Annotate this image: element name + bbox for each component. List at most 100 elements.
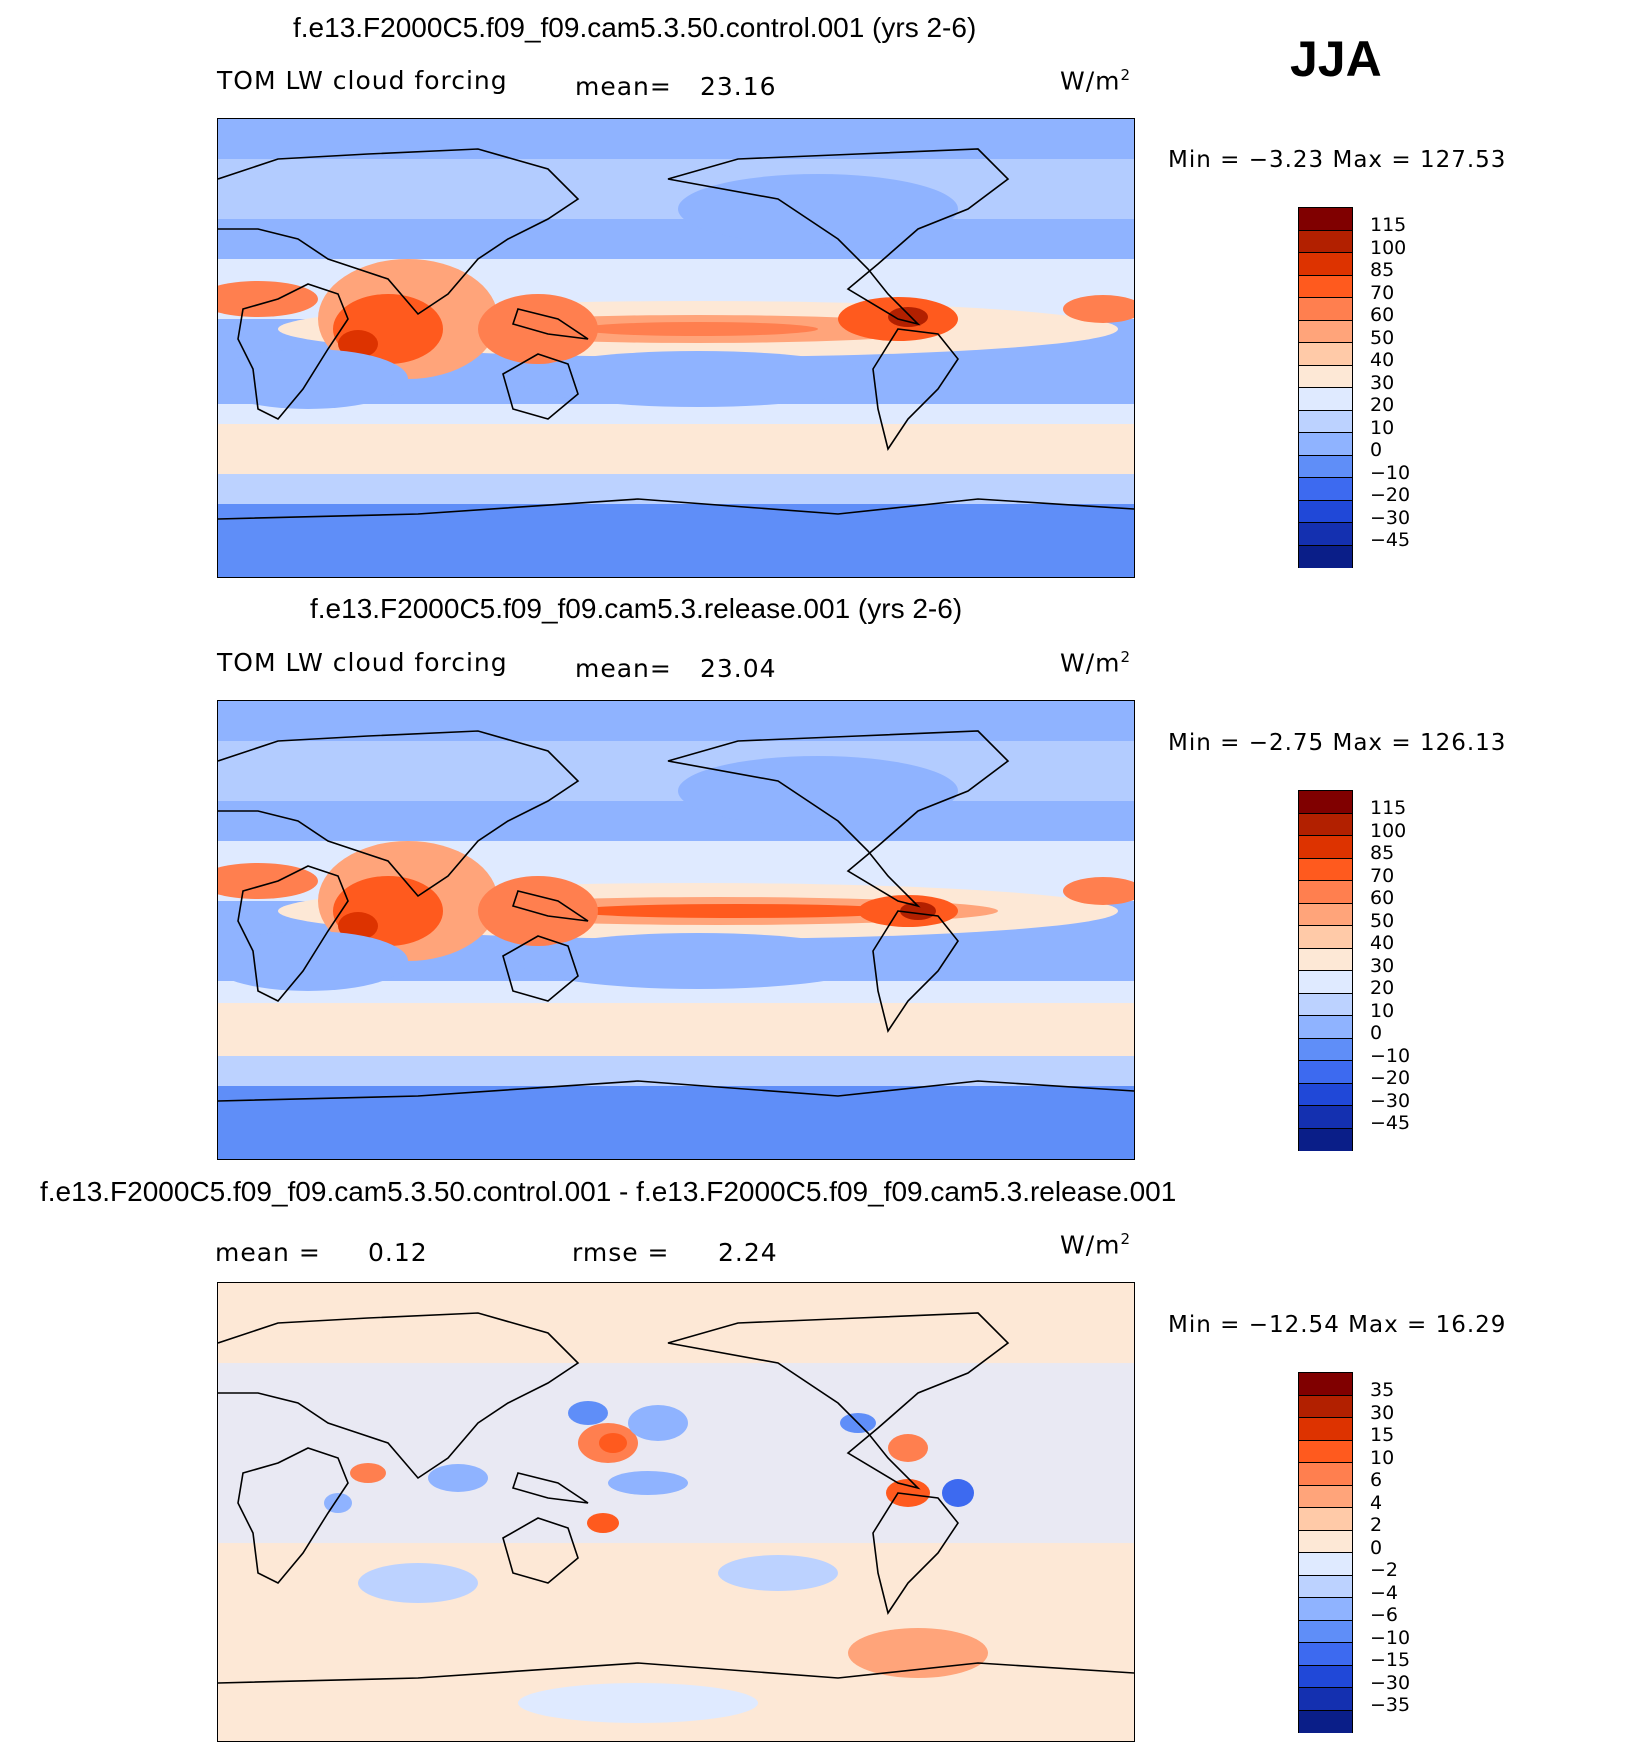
coast-indonesia [511, 308, 589, 340]
field-anomaly-pos-4 [886, 1479, 930, 1507]
colorbar-segment [1299, 365, 1352, 388]
colorbar-tick-label: −35 [1370, 1694, 1411, 1716]
panel-1-units-base: W/m [1060, 66, 1121, 96]
colorbar-tick-label: 4 [1370, 1491, 1383, 1514]
colorbar-tick-label: −45 [1370, 529, 1411, 551]
coastlines [218, 730, 1134, 1102]
colorbar-tick-label: 10 [1370, 999, 1395, 1022]
field-anomaly-pos-3 [888, 1434, 928, 1462]
coast-africa [237, 1447, 349, 1584]
colorbar-tick-label: 115 [1370, 214, 1407, 236]
coast-antarctica [218, 498, 1134, 520]
colorbar-tick-label: 0 [1370, 1022, 1383, 1044]
colorbar-tick-label: 6 [1370, 1469, 1383, 1491]
field-band-arctic [218, 119, 1134, 164]
colorbar-tick-label: 70 [1370, 864, 1395, 887]
field-anomaly-pos-2 [350, 1463, 386, 1483]
field-weak-negative-belt [218, 1363, 1134, 1543]
colorbar-tick-label: 30 [1370, 1401, 1395, 1424]
panel-2-map [217, 700, 1135, 1160]
panel-1-map [217, 118, 1135, 578]
coast-antarctica [218, 1662, 1134, 1684]
colorbar-segment [1299, 410, 1352, 433]
colorbar-tick-label: 40 [1370, 932, 1395, 954]
coast-eurasia [218, 730, 580, 898]
colorbar-tick-label: −10 [1370, 461, 1411, 484]
field-itcz-core [578, 322, 818, 336]
field-anomaly-neg-2 [568, 1401, 608, 1425]
colorbar-segment [1299, 320, 1352, 343]
colorbar-tick-label: −45 [1370, 1112, 1411, 1134]
colorbar-tick-label: −10 [1370, 1044, 1411, 1067]
panel-2-mean-label: mean= [575, 654, 672, 683]
colorbar-segment [1299, 1106, 1352, 1129]
colorbar-tick-label: 30 [1370, 371, 1395, 394]
colorbar-tick-label: −20 [1370, 1067, 1411, 1089]
colorbar-tick-label: −20 [1370, 484, 1411, 506]
panel-2-title: f.e13.F2000C5.f09_f09.cam5.3.release.001… [310, 593, 963, 624]
coast-eurasia [218, 148, 580, 316]
colorbar-tick-label: 60 [1370, 887, 1395, 909]
field-anomaly-neg-4 [942, 1479, 974, 1507]
panel-3-map [217, 1282, 1135, 1742]
colorbar-segment [1299, 1665, 1352, 1688]
panel-3-units-exp: 2 [1120, 1230, 1132, 1248]
field-south-indian [218, 349, 408, 409]
field-anomaly-neg-3 [608, 1471, 688, 1495]
coast-africa [237, 865, 349, 1002]
coast-north-america [667, 730, 1010, 908]
field-south-pacific [518, 351, 878, 407]
coast-indonesia [511, 1472, 589, 1504]
field-africa-itcz [218, 281, 318, 317]
coast-australia [502, 353, 579, 420]
field-maritime-continent [478, 876, 598, 946]
panel-3-mean-label: mean = [215, 1238, 321, 1267]
colorbar-segment [1299, 1038, 1352, 1061]
colorbar-tick-label: −10 [1370, 1626, 1411, 1649]
colorbar-tick-label: −2 [1370, 1559, 1399, 1581]
panel-2-units: W/m2 [1060, 648, 1131, 677]
colorbar-segment [1299, 1463, 1352, 1486]
colorbar-segment [1299, 1710, 1352, 1733]
panel-1-mean-value: 23.16 [700, 72, 777, 101]
coast-south-america [872, 910, 959, 1033]
field-north-pacific [678, 756, 958, 826]
coastlines [218, 1312, 1134, 1684]
colorbar-segment [1299, 1530, 1352, 1553]
field-band-southern-storm-track [218, 419, 1134, 479]
colorbar-tick-label: −4 [1370, 1581, 1399, 1604]
colorbar-segment [1299, 926, 1352, 949]
field-anomaly-pos-1-core [599, 1433, 627, 1453]
field-atlantic-itcz [1063, 295, 1134, 323]
colorbar-tick-label: 10 [1370, 416, 1395, 439]
field-central-america-max [888, 307, 928, 327]
panel-1-colorbar [1298, 207, 1353, 568]
panel-2-variable: TOM LW cloud forcing [217, 648, 508, 677]
field-band-north-midlat [218, 159, 1134, 219]
colorbar-segment [1299, 1575, 1352, 1598]
colorbar-segment [1299, 1440, 1352, 1463]
colorbar-segment [1299, 1128, 1352, 1151]
field-central-america-max [900, 902, 936, 920]
field-maritime-continent [478, 294, 598, 364]
field-arabian-max [338, 330, 378, 358]
colorbar-tick-label: 30 [1370, 954, 1395, 977]
colorbar-segment [1299, 455, 1352, 478]
colorbar-tick-label: 100 [1370, 236, 1407, 259]
colorbar-segment [1299, 433, 1352, 456]
season-label: JJA [1290, 31, 1382, 87]
field-anomaly-pos-6 [848, 1628, 988, 1678]
colorbar-segment [1299, 1620, 1352, 1643]
colorbar-segment [1299, 343, 1352, 366]
panel-1-units-exp: 2 [1120, 66, 1132, 84]
colorbar-segment [1299, 253, 1352, 276]
panel-3-title: f.e13.F2000C5.f09_f09.cam5.3.50.control.… [40, 1176, 1177, 1207]
colorbar-tick-label: 35 [1370, 1379, 1395, 1401]
colorbar-tick-label: 115 [1370, 797, 1407, 819]
colorbar-segment [1299, 1083, 1352, 1106]
field-band-south-subtrop [218, 981, 1134, 1003]
panel-1-units: W/m2 [1060, 66, 1131, 95]
colorbar-segment [1299, 791, 1352, 814]
coastlines [218, 148, 1134, 520]
colorbar-segment [1299, 1485, 1352, 1508]
